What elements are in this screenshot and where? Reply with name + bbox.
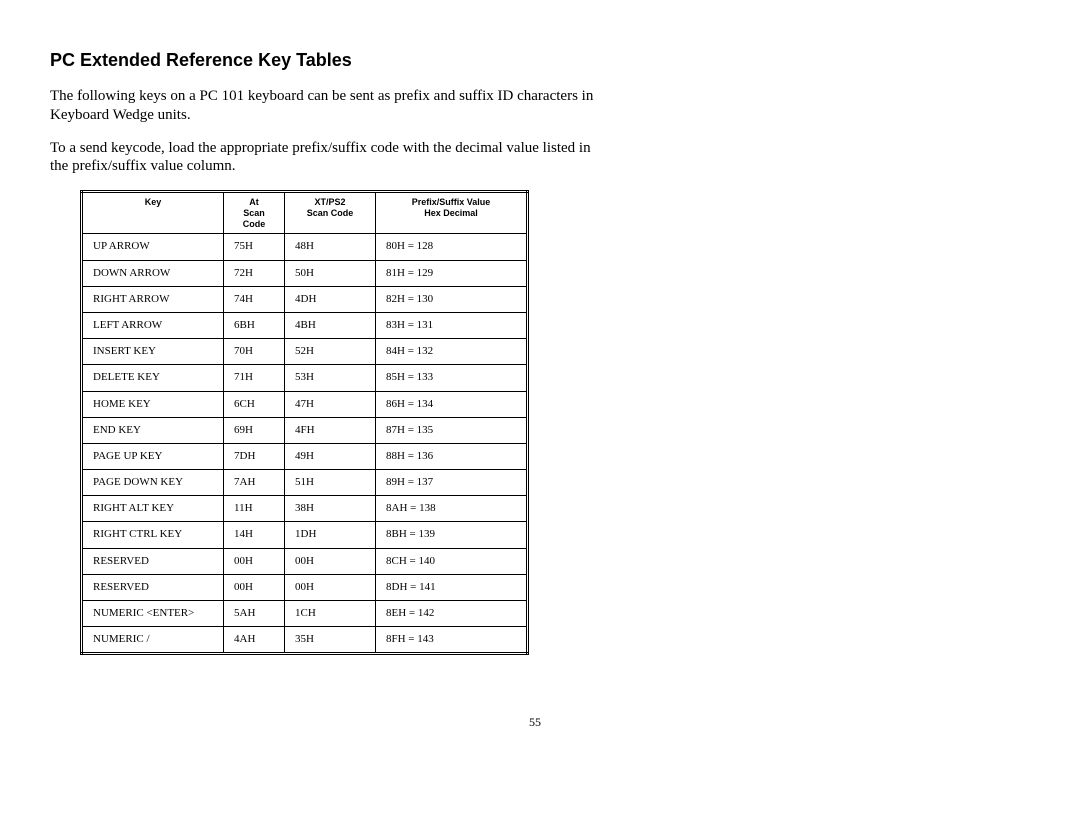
cell-xt: 4DH — [285, 286, 376, 312]
cell-at: 7AH — [224, 470, 285, 496]
cell-at: 4AH — [224, 627, 285, 654]
cell-at: 00H — [224, 574, 285, 600]
cell-key: DELETE KEY — [82, 365, 224, 391]
cell-key: RESERVED — [82, 548, 224, 574]
cell-xt: 00H — [285, 574, 376, 600]
cell-xt: 50H — [285, 260, 376, 286]
cell-ps: 86H = 134 — [376, 391, 528, 417]
cell-key: RIGHT CTRL KEY — [82, 522, 224, 548]
cell-xt: 00H — [285, 548, 376, 574]
cell-at: 6BH — [224, 312, 285, 338]
table-row: UP ARROW75H48H80H = 128 — [82, 234, 528, 260]
cell-key: PAGE DOWN KEY — [82, 470, 224, 496]
table-row: RIGHT ARROW74H4DH82H = 130 — [82, 286, 528, 312]
cell-xt: 48H — [285, 234, 376, 260]
cell-at: 11H — [224, 496, 285, 522]
cell-key: UP ARROW — [82, 234, 224, 260]
cell-ps: 8DH = 141 — [376, 574, 528, 600]
cell-ps: 8FH = 143 — [376, 627, 528, 654]
cell-at: 75H — [224, 234, 285, 260]
cell-xt: 47H — [285, 391, 376, 417]
table-row: INSERT KEY70H52H84H = 132 — [82, 339, 528, 365]
cell-ps: 8BH = 139 — [376, 522, 528, 548]
cell-key: INSERT KEY — [82, 339, 224, 365]
table-row: NUMERIC /4AH35H8FH = 143 — [82, 627, 528, 654]
cell-xt: 1DH — [285, 522, 376, 548]
cell-at: 00H — [224, 548, 285, 574]
col-header-ps: Prefix/Suffix ValueHex Decimal — [376, 192, 528, 234]
col-header-at: AtScanCode — [224, 192, 285, 234]
document-page: PC Extended Reference Key Tables The fol… — [0, 0, 1080, 730]
cell-key: RIGHT ALT KEY — [82, 496, 224, 522]
table-row: DELETE KEY71H53H85H = 133 — [82, 365, 528, 391]
table-header-row: Key AtScanCode XT/PS2Scan Code Prefix/Su… — [82, 192, 528, 234]
col-header-xt: XT/PS2Scan Code — [285, 192, 376, 234]
table-row: END KEY69H4FH87H = 135 — [82, 417, 528, 443]
cell-at: 72H — [224, 260, 285, 286]
cell-ps: 89H = 137 — [376, 470, 528, 496]
table-row: LEFT ARROW6BH4BH83H = 131 — [82, 312, 528, 338]
cell-at: 14H — [224, 522, 285, 548]
page-number: 55 — [50, 715, 1020, 730]
cell-ps: 84H = 132 — [376, 339, 528, 365]
key-reference-table: Key AtScanCode XT/PS2Scan Code Prefix/Su… — [80, 190, 529, 655]
cell-at: 69H — [224, 417, 285, 443]
cell-ps: 83H = 131 — [376, 312, 528, 338]
col-header-key: Key — [82, 192, 224, 234]
cell-ps: 82H = 130 — [376, 286, 528, 312]
table-row: PAGE UP KEY7DH49H88H = 136 — [82, 443, 528, 469]
cell-xt: 51H — [285, 470, 376, 496]
cell-xt: 38H — [285, 496, 376, 522]
table-row: RIGHT CTRL KEY14H1DH8BH = 139 — [82, 522, 528, 548]
table-body: UP ARROW75H48H80H = 128DOWN ARROW72H50H8… — [82, 234, 528, 654]
paragraph-2: To a send keycode, load the appropriate … — [50, 139, 610, 177]
cell-at: 71H — [224, 365, 285, 391]
table-row: DOWN ARROW72H50H81H = 129 — [82, 260, 528, 286]
cell-key: NUMERIC / — [82, 627, 224, 654]
cell-ps: 80H = 128 — [376, 234, 528, 260]
cell-at: 70H — [224, 339, 285, 365]
cell-key: NUMERIC <ENTER> — [82, 601, 224, 627]
cell-xt: 52H — [285, 339, 376, 365]
cell-at: 6CH — [224, 391, 285, 417]
cell-key: DOWN ARROW — [82, 260, 224, 286]
cell-ps: 81H = 129 — [376, 260, 528, 286]
cell-at: 5AH — [224, 601, 285, 627]
cell-at: 7DH — [224, 443, 285, 469]
cell-key: END KEY — [82, 417, 224, 443]
paragraph-1: The following keys on a PC 101 keyboard … — [50, 87, 610, 125]
cell-key: HOME KEY — [82, 391, 224, 417]
cell-key: RIGHT ARROW — [82, 286, 224, 312]
cell-key: PAGE UP KEY — [82, 443, 224, 469]
cell-ps: 8CH = 140 — [376, 548, 528, 574]
table-row: RESERVED00H00H8DH = 141 — [82, 574, 528, 600]
cell-at: 74H — [224, 286, 285, 312]
cell-ps: 8EH = 142 — [376, 601, 528, 627]
cell-xt: 53H — [285, 365, 376, 391]
page-title: PC Extended Reference Key Tables — [50, 50, 1020, 71]
table-row: NUMERIC <ENTER>5AH1CH8EH = 142 — [82, 601, 528, 627]
cell-xt: 1CH — [285, 601, 376, 627]
cell-xt: 35H — [285, 627, 376, 654]
cell-ps: 87H = 135 — [376, 417, 528, 443]
cell-xt: 4FH — [285, 417, 376, 443]
cell-key: RESERVED — [82, 574, 224, 600]
table-row: HOME KEY6CH47H86H = 134 — [82, 391, 528, 417]
cell-key: LEFT ARROW — [82, 312, 224, 338]
cell-xt: 4BH — [285, 312, 376, 338]
table-row: RESERVED00H00H8CH = 140 — [82, 548, 528, 574]
cell-ps: 88H = 136 — [376, 443, 528, 469]
cell-xt: 49H — [285, 443, 376, 469]
table-row: RIGHT ALT KEY11H38H8AH = 138 — [82, 496, 528, 522]
table-row: PAGE DOWN KEY7AH51H89H = 137 — [82, 470, 528, 496]
cell-ps: 8AH = 138 — [376, 496, 528, 522]
cell-ps: 85H = 133 — [376, 365, 528, 391]
